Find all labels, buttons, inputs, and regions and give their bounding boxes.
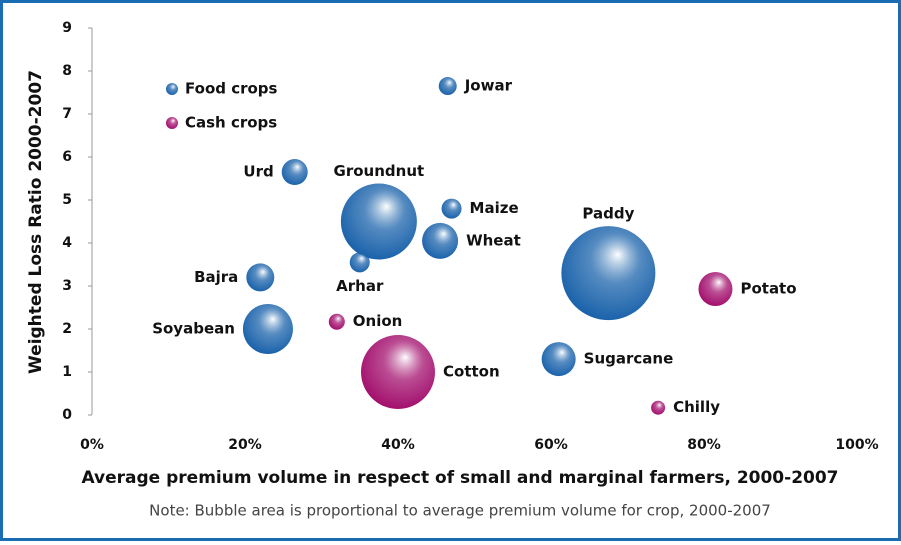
data-label: Maize [470, 199, 519, 217]
data-label: Soyabean [152, 320, 235, 338]
y-tick-label: 9 [62, 20, 72, 36]
note: Note: Bubble area is proportional to ave… [149, 502, 771, 520]
bubble [651, 400, 666, 415]
data-label: Sugarcane [584, 350, 674, 368]
y-tick-label: 4 [62, 235, 72, 251]
data-label: Onion [353, 312, 403, 330]
bubble [246, 263, 275, 292]
y-tick-label: 6 [62, 149, 72, 165]
bubble [698, 272, 733, 307]
bubble [328, 313, 345, 330]
x-tick-label: 40% [381, 437, 415, 453]
bubble [340, 183, 417, 260]
y-tick-label: 5 [62, 192, 72, 208]
y-tick-label: 1 [62, 364, 72, 380]
data-label: Wheat [466, 231, 521, 249]
x-tick-label: 100% [835, 437, 878, 453]
data-label: Paddy [582, 205, 634, 223]
y-tick-label: 7 [62, 106, 72, 122]
legend-label: Food crops [185, 80, 278, 98]
bubble [281, 159, 308, 186]
x-tick-label: 60% [534, 437, 568, 453]
legend-label: Cash crops [185, 114, 277, 132]
bubble [541, 342, 576, 377]
bubble [441, 198, 462, 219]
y-tick-label: 3 [62, 278, 72, 294]
bubble [242, 304, 293, 354]
data-label: Jowar [464, 77, 513, 95]
data-label: Chilly [673, 398, 720, 416]
y-tick-label: 2 [62, 321, 72, 337]
bubble [349, 252, 370, 273]
data-label: Groundnut [334, 162, 425, 180]
bubble [361, 335, 435, 409]
data-label: Arhar [336, 277, 384, 295]
bubble [561, 226, 656, 321]
data-label: Cotton [443, 363, 500, 381]
y-tick-label: 8 [62, 63, 72, 79]
x-tick-label: 80% [687, 437, 721, 453]
legend-marker [166, 83, 178, 95]
bubble [438, 77, 457, 96]
x-tick-label: 0% [80, 437, 104, 453]
legend-marker [166, 117, 178, 129]
x-tick-label: 20% [228, 437, 262, 453]
x-axis-title: Average premium volume in respect of sma… [81, 468, 838, 488]
data-label: Potato [740, 280, 796, 298]
y-axis-title: Weighted Loss Ratio 2000-2007 [26, 70, 46, 374]
data-label: Bajra [194, 268, 238, 286]
y-tick-label: 0 [62, 407, 72, 423]
bubble [422, 222, 459, 259]
data-label: Urd [243, 163, 273, 181]
